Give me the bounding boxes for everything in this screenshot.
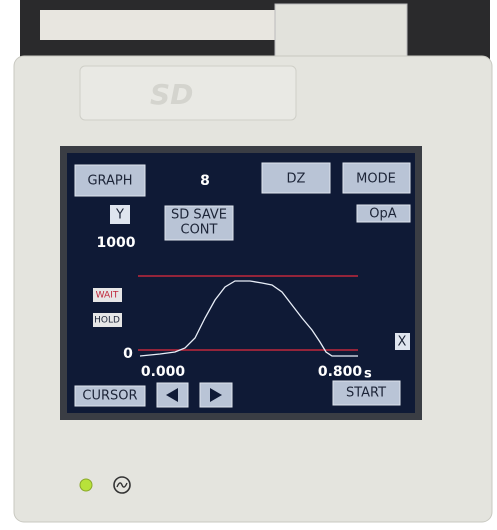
- x-label: X: [398, 335, 407, 350]
- opa-button[interactable]: [356, 204, 411, 223]
- button-label: MODE: [356, 172, 396, 187]
- right-arrow: [210, 388, 222, 402]
- power-icon: [113, 476, 131, 494]
- power-icon-wave: [116, 482, 128, 488]
- label-strip: [40, 10, 290, 40]
- start-button[interactable]: [332, 380, 401, 406]
- y-top: 1000: [97, 235, 136, 251]
- sd-slot: [274, 3, 408, 57]
- button-label: CONT: [181, 223, 218, 238]
- x-box[interactable]: [395, 333, 410, 350]
- wait-label: WAIT: [96, 291, 119, 301]
- y-label: Y: [115, 208, 124, 223]
- wait-box[interactable]: [93, 288, 122, 302]
- graph-button[interactable]: [74, 164, 146, 197]
- sd-save-button[interactable]: [164, 205, 234, 241]
- dz-button[interactable]: [261, 162, 331, 194]
- cursor-button[interactable]: [74, 385, 146, 407]
- button-label: SD SAVE: [171, 208, 227, 223]
- button-label: CURSOR: [82, 389, 137, 404]
- channel: 8: [200, 173, 210, 189]
- sd-logo: SD: [150, 78, 193, 111]
- button-label: DZ: [287, 172, 306, 187]
- x-start: 0.000: [141, 364, 186, 380]
- sd-cover: [79, 65, 297, 121]
- trace: [139, 280, 358, 357]
- button-label: OpA: [369, 207, 396, 222]
- mode-button[interactable]: [342, 162, 411, 194]
- y-box[interactable]: [110, 205, 130, 224]
- button-label: START: [346, 386, 386, 401]
- button-label: GRAPH: [87, 174, 132, 189]
- y-bottom: 0: [123, 346, 133, 362]
- hold-box[interactable]: [93, 313, 122, 327]
- hold-label: HOLD: [94, 316, 120, 326]
- x-end: 0.800: [318, 364, 363, 380]
- x-unit: s: [364, 367, 372, 382]
- led: [79, 478, 93, 492]
- left-arrow: [166, 388, 178, 402]
